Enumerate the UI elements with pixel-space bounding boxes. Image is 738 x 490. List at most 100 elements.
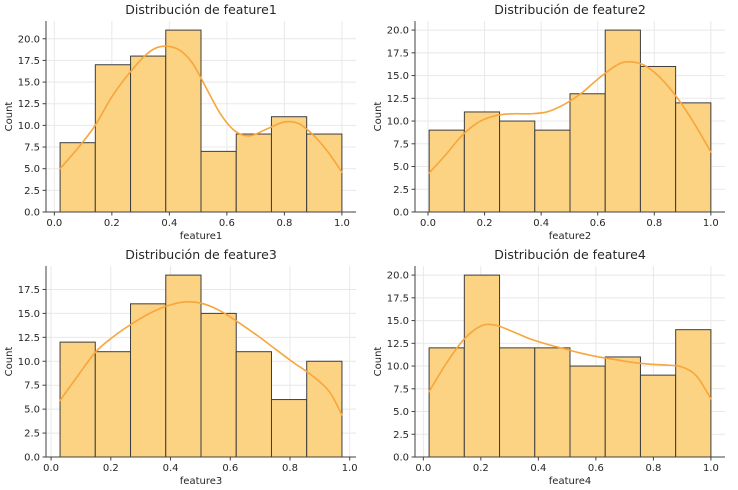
x-tick-label: 0.8 — [282, 463, 298, 474]
y-tick-label: 17.5 — [387, 48, 409, 59]
histogram-bar — [59, 142, 96, 213]
x-tick-label: 0.0 — [43, 463, 59, 474]
y-tick-label: 12.5 — [18, 333, 40, 344]
y-tick-label: 0.0 — [24, 208, 40, 219]
x-tick-label: 0.8 — [646, 218, 662, 229]
subplot-feature1: 0.0 2.5 5.0 7.5 10.0 12.5 15.0 17.5 20.0 0.0 0.2 0.… — [0, 0, 369, 245]
kde-curve — [59, 301, 343, 416]
kde-curve — [428, 61, 712, 174]
y-tick-label: 2.5 — [24, 186, 40, 197]
x-axis-label: feature1 — [180, 231, 222, 242]
y-axis-label: Count — [4, 102, 15, 132]
x-tick-label: 0.6 — [590, 218, 606, 229]
y-tick-label: 7.5 — [393, 384, 409, 395]
y-tick-label: 7.5 — [24, 143, 40, 154]
x-tick-label: 0.6 — [222, 463, 238, 474]
y-tick-label: 10.0 — [18, 121, 40, 132]
y-axis-label: Count — [373, 102, 384, 132]
histogram-bar — [604, 356, 641, 458]
x-tick-label: 0.0 — [415, 463, 431, 474]
histogram-bar — [165, 274, 202, 458]
kde-curve — [59, 45, 343, 173]
y-tick-label: 7.5 — [24, 381, 40, 392]
y-tick-label: 12.5 — [387, 94, 409, 105]
chart-title: Distribución de feature2 — [494, 2, 646, 17]
y-tick-label: 10.0 — [18, 357, 40, 368]
histogram-bar — [534, 129, 571, 213]
y-axis-label: Count — [373, 347, 384, 377]
histogram-bar — [270, 116, 308, 213]
histogram-bar — [94, 64, 132, 213]
y-tick-label: 15.0 — [387, 71, 409, 82]
y-tick-label: 10.0 — [387, 362, 409, 373]
y-tick-label: 5.0 — [393, 407, 409, 418]
y-tick-label: 17.5 — [18, 56, 40, 67]
histogram-bar — [200, 150, 237, 213]
histogram-bar — [534, 347, 571, 458]
y-tick-label: 10.0 — [387, 117, 409, 128]
y-tick-label: 17.5 — [18, 285, 40, 296]
y-tick-label: 0.0 — [393, 208, 409, 219]
x-axis-label: feature4 — [549, 476, 591, 487]
x-tick-label: 1.0 — [703, 463, 719, 474]
histogram-bar — [604, 29, 641, 213]
x-tick-label: 0.4 — [530, 463, 546, 474]
y-tick-label: 2.5 — [393, 185, 409, 196]
y-tick-label: 15.0 — [18, 78, 40, 89]
histogram-bar — [165, 29, 202, 213]
histogram-bar — [675, 102, 712, 213]
histogram-bar — [200, 312, 237, 458]
x-tick-label: 1.0 — [342, 463, 358, 474]
x-tick-label: 0.0 — [46, 218, 62, 229]
kde-curve — [428, 323, 712, 400]
chart-canvas: 0.0 2.5 5.0 7.5 10.0 12.5 15.0 17.5 20.0 0.0 0.2 0.… — [4, 2, 356, 242]
x-tick-label: 0.6 — [219, 218, 235, 229]
chart-title: Distribución de feature1 — [125, 2, 277, 17]
histogram-bars — [428, 274, 712, 458]
histogram-bar — [569, 365, 606, 458]
histogram-bar — [463, 274, 501, 458]
y-tick-label: 20.0 — [387, 271, 409, 282]
subplot-feature3: 0.0 2.5 5.0 7.5 10.0 12.5 15.0 17.5 0.0 0.2 0.4 0.6… — [0, 245, 369, 490]
histogram-bar — [130, 55, 167, 213]
y-tick-label: 12.5 — [387, 339, 409, 350]
histogram-bars — [59, 29, 343, 213]
x-tick-label: 0.2 — [104, 218, 120, 229]
x-tick-label: 0.2 — [103, 463, 119, 474]
subplot-feature4: 0.0 2.5 5.0 7.5 10.0 12.5 15.0 17.5 20.0 0.0 0.2 0.… — [369, 245, 738, 490]
x-tick-label: 0.4 — [163, 463, 179, 474]
x-tick-label: 0.4 — [161, 218, 177, 229]
x-tick-label: 0.4 — [533, 218, 549, 229]
histogram-bars — [428, 29, 712, 213]
y-tick-label: 5.0 — [393, 162, 409, 173]
y-tick-label: 15.0 — [18, 309, 40, 320]
histogram-bar — [675, 329, 712, 458]
histogram-bar — [428, 129, 465, 213]
y-tick-label: 2.5 — [24, 429, 40, 440]
y-tick-label: 0.0 — [24, 453, 40, 464]
chart-title: Distribución de feature3 — [125, 247, 277, 262]
histogram-bar — [428, 347, 465, 458]
y-tick-label: 20.0 — [18, 34, 40, 45]
histogram-bar — [306, 360, 343, 458]
x-tick-label: 1.0 — [334, 218, 350, 229]
y-tick-label: 17.5 — [387, 293, 409, 304]
y-tick-label: 7.5 — [393, 139, 409, 150]
y-tick-label: 12.5 — [18, 99, 40, 110]
x-tick-label: 0.0 — [420, 218, 436, 229]
histogram-bars — [59, 274, 343, 458]
x-tick-label: 1.0 — [703, 218, 719, 229]
histogram-bar — [639, 374, 677, 458]
y-tick-label: 20.0 — [387, 26, 409, 37]
chart-canvas: 0.0 2.5 5.0 7.5 10.0 12.5 15.0 17.5 20.0 0.0 0.2 0.… — [373, 2, 725, 242]
histogram-bar — [499, 347, 536, 458]
y-tick-label: 5.0 — [24, 405, 40, 416]
histogram-bar — [306, 133, 343, 213]
x-axis-label: feature3 — [180, 476, 222, 487]
subplot-feature2: 0.0 2.5 5.0 7.5 10.0 12.5 15.0 17.5 20.0 0.0 0.2 0.… — [369, 0, 738, 245]
chart-canvas: 0.0 2.5 5.0 7.5 10.0 12.5 15.0 17.5 0.0 0.2 0.4 0.6… — [4, 247, 358, 487]
x-tick-label: 0.8 — [276, 218, 292, 229]
y-tick-label: 0.0 — [393, 453, 409, 464]
x-tick-label: 0.8 — [645, 463, 661, 474]
y-axis-label: Count — [4, 347, 15, 377]
